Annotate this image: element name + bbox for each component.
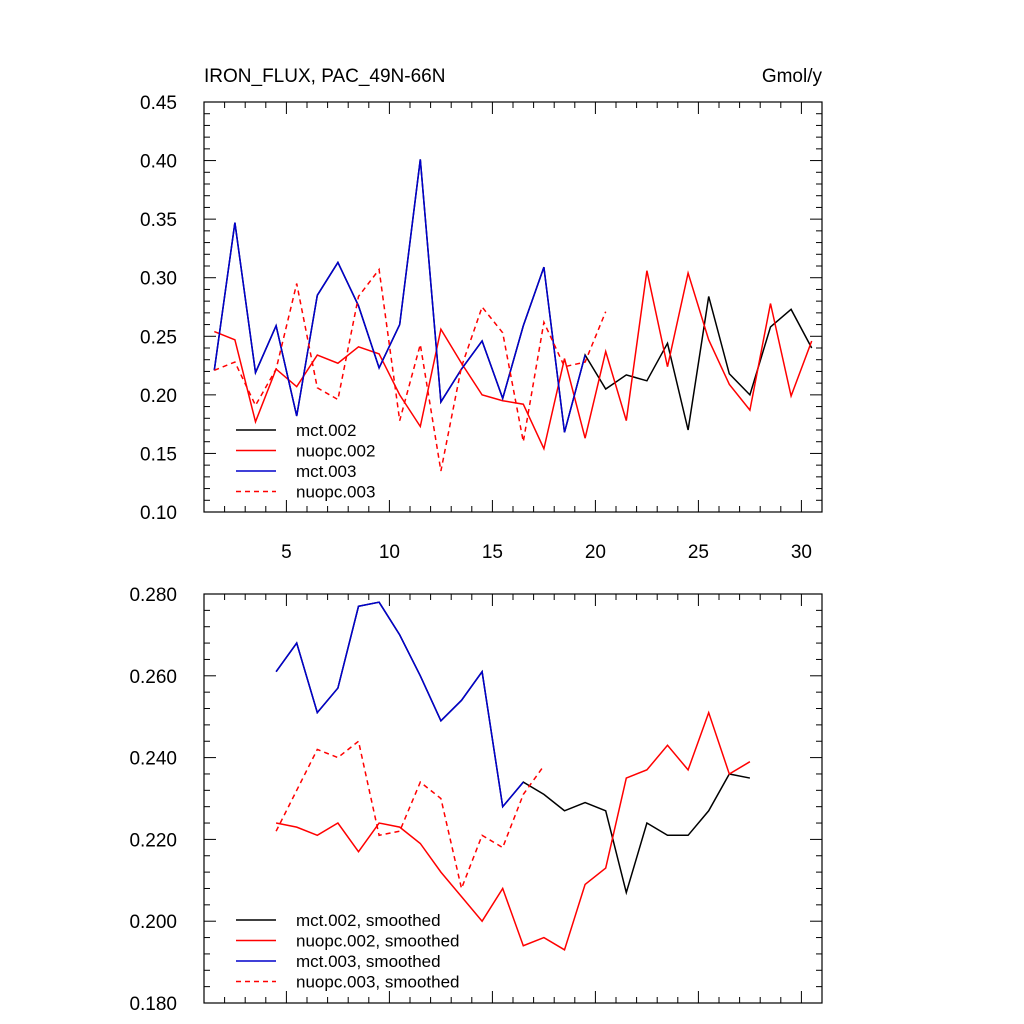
top-chart-x-tick-label: 30 — [791, 542, 812, 563]
top-chart-series-line-1 — [213, 159, 813, 433]
top-chart-units: Gmol/y — [762, 66, 823, 87]
top-chart-legend-label: mct.002 — [296, 421, 356, 440]
top-chart-x-tick-label: 5 — [281, 542, 292, 563]
top-chart-legend-label: nuopc.002 — [296, 442, 375, 461]
top-chart-y-tick-label: 0.30 — [140, 269, 177, 290]
bottom-chart-y-tick-label: 0.280 — [129, 585, 177, 606]
bottom-chart-y-tick-label: 0.180 — [129, 994, 177, 1015]
top-chart-title: IRON_FLUX, PAC_49N-66N — [204, 66, 445, 87]
top-chart-x-tick-label: 20 — [585, 542, 606, 563]
top-chart-legend-label: nuopc.003 — [296, 483, 375, 502]
bottom-chart-panel: 0.180 0.200 0.220 0.240 0.260 0.280 mct.002, s… — [129, 585, 823, 1015]
top-chart-panel: 0.10 0.15 0.20 0.25 0.30 0.35 0.40 0.45 5 10 15 20 2… — [140, 93, 823, 563]
top-chart-series-line-3 — [213, 159, 586, 433]
bottom-chart-legend-label: mct.002, smoothed — [296, 911, 441, 930]
bottom-chart-series-line-3 — [275, 601, 524, 809]
top-chart-series-line-4 — [214, 267, 607, 472]
bottom-chart-y-tick-label: 0.220 — [129, 830, 177, 851]
top-chart-y-tick-label: 0.35 — [140, 210, 177, 231]
bottom-chart-series-line-1 — [275, 601, 751, 896]
bottom-chart-legend: mct.002, smoothed nuopc.002, smoothedmct.… — [236, 911, 460, 992]
top-chart-y-tick-label: 0.45 — [140, 93, 177, 114]
top-chart-y-tick-label: 0.20 — [140, 386, 177, 407]
top-chart-y-tick-label: 0.15 — [140, 444, 177, 465]
top-chart-series-line-2 — [214, 270, 813, 452]
bottom-chart-y-tick-label: 0.200 — [129, 912, 177, 933]
top-chart-y-tick-label: 0.10 — [140, 503, 177, 524]
bottom-chart-y-tick-label: 0.240 — [129, 749, 177, 770]
top-chart-x-tick-label: 15 — [482, 542, 503, 563]
top-chart-x-tick-label: 10 — [379, 542, 400, 563]
top-chart-x-tick-label: 25 — [688, 542, 709, 563]
top-chart-legend-label: mct.003 — [296, 462, 356, 481]
top-chart-y-tick-label: 0.40 — [140, 152, 177, 173]
bottom-chart-series-line-4 — [275, 739, 545, 892]
top-chart-y-tick-label: 0.25 — [140, 327, 177, 348]
bottom-chart-series-line-2 — [275, 710, 751, 951]
bottom-chart-legend-label: nuopc.003, smoothed — [296, 973, 460, 992]
bottom-chart-y-tick-label: 0.260 — [129, 667, 177, 688]
bottom-chart-legend-label: nuopc.002, smoothed — [296, 932, 460, 951]
bottom-chart-legend-label: mct.003, smoothed — [296, 952, 441, 971]
